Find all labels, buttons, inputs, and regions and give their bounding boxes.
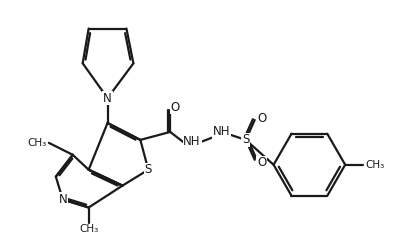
Text: CH₃: CH₃: [364, 160, 384, 170]
Text: O: O: [170, 101, 179, 114]
Text: N: N: [103, 92, 112, 105]
Text: O: O: [256, 112, 266, 124]
Text: NH: NH: [183, 135, 200, 148]
Text: NH: NH: [213, 125, 230, 138]
Text: CH₃: CH₃: [79, 224, 98, 234]
Text: CH₃: CH₃: [28, 138, 47, 148]
Text: N: N: [58, 193, 67, 206]
Text: S: S: [144, 163, 151, 176]
Text: S: S: [241, 133, 249, 146]
Text: O: O: [256, 156, 266, 169]
